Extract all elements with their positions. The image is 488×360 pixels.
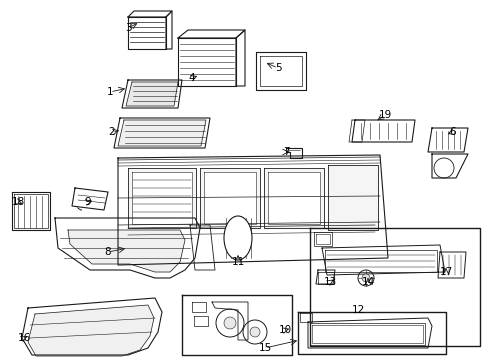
Polygon shape xyxy=(128,11,172,17)
Text: 12: 12 xyxy=(351,305,364,315)
Polygon shape xyxy=(178,38,236,86)
Polygon shape xyxy=(307,318,431,348)
Text: 8: 8 xyxy=(104,247,111,257)
Polygon shape xyxy=(431,154,467,178)
Text: 7: 7 xyxy=(282,147,289,157)
Polygon shape xyxy=(118,155,387,265)
Text: 1: 1 xyxy=(106,87,113,97)
Polygon shape xyxy=(309,228,479,346)
Text: 11: 11 xyxy=(231,257,244,267)
Polygon shape xyxy=(165,11,172,49)
Polygon shape xyxy=(309,323,424,345)
Text: 3: 3 xyxy=(124,23,131,33)
Polygon shape xyxy=(190,225,215,270)
Polygon shape xyxy=(14,194,48,228)
Text: 18: 18 xyxy=(11,197,24,207)
Circle shape xyxy=(361,274,369,282)
Text: 2: 2 xyxy=(108,127,115,137)
Polygon shape xyxy=(311,325,422,343)
Text: 9: 9 xyxy=(84,197,91,207)
Polygon shape xyxy=(118,120,205,146)
Polygon shape xyxy=(55,218,200,278)
Polygon shape xyxy=(313,232,331,246)
Text: 19: 19 xyxy=(378,110,391,120)
Circle shape xyxy=(224,317,236,329)
Text: 13: 13 xyxy=(323,277,336,287)
Polygon shape xyxy=(297,312,445,354)
Polygon shape xyxy=(317,272,333,284)
Polygon shape xyxy=(325,250,436,272)
Polygon shape xyxy=(178,30,244,38)
Polygon shape xyxy=(28,305,154,356)
Text: 4: 4 xyxy=(188,73,195,83)
Polygon shape xyxy=(236,30,244,86)
Polygon shape xyxy=(327,165,377,230)
Polygon shape xyxy=(351,120,414,142)
Polygon shape xyxy=(348,120,364,142)
Circle shape xyxy=(249,327,260,337)
Polygon shape xyxy=(315,234,329,244)
Polygon shape xyxy=(321,245,444,275)
Text: 6: 6 xyxy=(449,127,455,137)
Text: 14: 14 xyxy=(361,277,374,287)
Polygon shape xyxy=(132,172,192,224)
Polygon shape xyxy=(437,252,465,278)
Text: 15: 15 xyxy=(258,343,271,353)
Polygon shape xyxy=(315,270,334,284)
Text: 16: 16 xyxy=(18,333,31,343)
Polygon shape xyxy=(264,168,324,228)
Polygon shape xyxy=(212,302,247,340)
Polygon shape xyxy=(256,52,305,90)
Polygon shape xyxy=(194,316,207,326)
Ellipse shape xyxy=(224,216,251,260)
Text: 5: 5 xyxy=(274,63,281,73)
Text: 10: 10 xyxy=(278,325,291,335)
Polygon shape xyxy=(285,148,302,158)
Polygon shape xyxy=(200,168,260,228)
Polygon shape xyxy=(203,172,256,224)
Polygon shape xyxy=(122,80,182,108)
Polygon shape xyxy=(260,56,302,86)
Text: 17: 17 xyxy=(439,267,452,277)
Polygon shape xyxy=(126,82,178,106)
Polygon shape xyxy=(267,172,319,224)
Polygon shape xyxy=(128,168,196,228)
Polygon shape xyxy=(114,118,209,148)
Polygon shape xyxy=(299,313,311,322)
Polygon shape xyxy=(192,302,205,312)
Polygon shape xyxy=(128,17,165,49)
Polygon shape xyxy=(68,230,184,272)
Polygon shape xyxy=(427,128,467,152)
Polygon shape xyxy=(72,188,108,210)
Polygon shape xyxy=(182,295,291,355)
Polygon shape xyxy=(22,298,162,355)
Polygon shape xyxy=(12,192,50,230)
